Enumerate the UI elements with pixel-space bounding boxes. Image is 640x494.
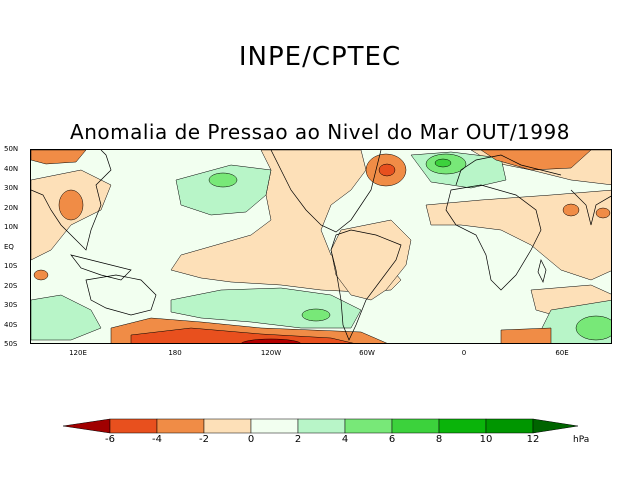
lat-label-10n: 10N (4, 223, 19, 231)
lat-label-30n: 30N (4, 184, 19, 192)
colorbar-label-6: 6 (388, 434, 396, 445)
anomaly-map (30, 149, 612, 344)
organization-title: INPE/CPTEC (238, 42, 402, 72)
colorbar-segment-2 (297, 418, 346, 434)
coast-africa (445, 184, 542, 291)
coast-europe (455, 154, 562, 186)
neg4-band-southern-ocean (130, 327, 354, 343)
coast-south-america (330, 229, 402, 341)
pos4-core-south-pacific (301, 308, 331, 322)
lat-label-eq: EQ (4, 243, 14, 251)
colorbar-label-4: 4 (341, 434, 349, 445)
colorbar (62, 418, 579, 434)
neg2-region-south-atlantic (500, 327, 552, 343)
pos2-region-far-west (31, 294, 102, 341)
coast-asia-east (31, 150, 112, 251)
neg2-core-west-tropical (33, 269, 49, 281)
neg-region-south-america (330, 219, 412, 301)
anomaly-positive-6 (434, 158, 452, 168)
coastlines (31, 150, 611, 341)
neg2-region-northwest (31, 150, 87, 165)
colorbar-segment-10 (485, 418, 534, 434)
colorbar-segment-minus6 (109, 418, 158, 434)
lat-label-10s: 10S (4, 262, 18, 270)
colorbar-segment-max (532, 418, 579, 434)
neg2-core-india (595, 207, 611, 219)
lat-label-30s: 30S (4, 301, 18, 309)
coast-madagascar (537, 258, 547, 284)
colorbar-segment-4 (344, 418, 393, 434)
colorbar-label-10: 10 (479, 434, 493, 445)
neg-region-north-pacific-east (170, 150, 402, 293)
lat-label-20s: 20S (4, 282, 18, 290)
pos6-core-north-atlantic (434, 158, 452, 168)
lon-label-60e: 60E (555, 349, 569, 357)
colorbar-unit: hPa (573, 435, 590, 445)
colorbar-label-minus4: -4 (152, 434, 162, 445)
neg4-core-east-pacific (378, 163, 396, 177)
colorbar-label-12: 12 (526, 434, 540, 445)
pos4-core-north-pacific (208, 172, 238, 188)
colorbar-label-2: 2 (294, 434, 302, 445)
coast-north-america (270, 150, 382, 233)
colorbar-segment-minus2 (203, 418, 252, 434)
anomaly-positive-4 (208, 153, 611, 341)
lon-label-0: 0 (461, 349, 467, 357)
coast-india (570, 189, 611, 226)
colorbar-label-minus6: -6 (105, 434, 115, 445)
anomaly-negative-6 (241, 338, 301, 343)
anomaly-map-svg (31, 150, 611, 343)
colorbar-label-0: 0 (247, 434, 255, 445)
lat-label-40n: 40N (4, 165, 19, 173)
lon-label-120w: 120W (260, 349, 282, 357)
colorbar-segment-8 (438, 418, 487, 434)
colorbar-label-8: 8 (435, 434, 443, 445)
neg2-core-indian-north (562, 203, 580, 217)
map-title: Anomalia de Pressao ao Nivel do Mar OUT/… (70, 120, 570, 144)
neg2-core-japan (58, 189, 84, 221)
coast-maritime-continent (70, 254, 132, 281)
lat-label-40s: 40S (4, 321, 18, 329)
lon-label-60w: 60W (359, 349, 375, 357)
colorbar-segment-0 (250, 418, 299, 434)
lon-label-120e: 120E (69, 349, 87, 357)
colorbar-label-minus2: -2 (199, 434, 209, 445)
pos4-core-indian-south (575, 315, 611, 341)
lat-label-20n: 20N (4, 204, 19, 212)
lat-label-50n: 50N (4, 145, 19, 153)
colorbar-segment-6 (391, 418, 440, 434)
pos2-region-north-pacific (175, 164, 272, 216)
colorbar-segment-minus4 (156, 418, 205, 434)
lon-label-180: 180 (168, 349, 182, 357)
neg6-core-southern-ocean (241, 338, 301, 343)
colorbar-segment-min (62, 418, 111, 434)
coast-australia (85, 274, 157, 316)
anomaly-negative-4 (130, 163, 396, 343)
lat-label-50s: 50S (4, 340, 18, 348)
neg2-region-europe (480, 150, 592, 171)
